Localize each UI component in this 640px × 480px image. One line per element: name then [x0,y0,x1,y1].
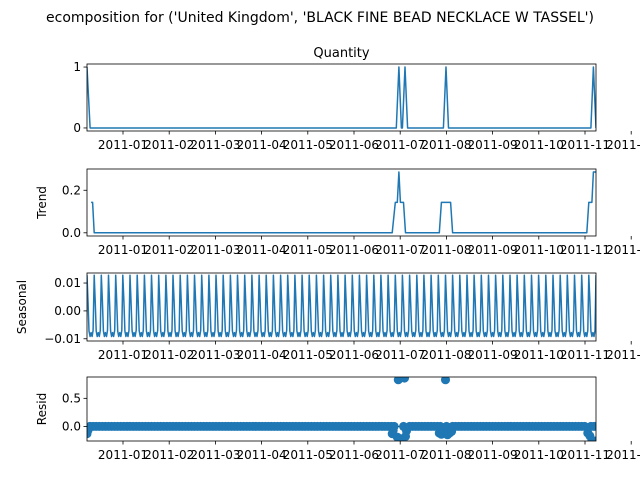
x-tick-label: 2011-09 [468,348,518,362]
x-tick-label: 2011-06 [329,138,379,152]
x-tick-label: 2011-01 [98,243,148,257]
resid-point [590,436,596,441]
x-tick-label: 2011-01 [98,138,148,152]
resid-point [435,421,445,431]
x-tick-label: 2011-11 [560,348,610,362]
plot-area [87,66,596,129]
plot-area [91,171,596,234]
x-tick-label: 2011-06 [329,243,379,257]
x-tick-label: 2011-06 [329,448,379,462]
x-tick-label: 2011-07 [375,348,425,362]
x-tick-label: 2011-04 [237,448,287,462]
y-tick-label: 0.0 [62,226,81,240]
x-tick-label: 2011-09 [468,448,518,462]
x-tick-label: 2011-01 [98,448,148,462]
x-tick-label: 2011-07 [375,448,425,462]
axes-frame [86,376,597,442]
x-tick-label: 2011-12 [606,138,640,152]
x-tick-label: 2011-04 [237,243,287,257]
y-tick-label: 0 [73,121,81,135]
x-tick-label: 2011-12 [606,348,640,362]
axes-frame [86,168,597,237]
x-tick-label: 2011-03 [190,138,240,152]
x-tick-label: 2011-08 [421,138,471,152]
resid-point [388,425,398,435]
x-tick-label: 2011-07 [375,243,425,257]
x-tick-label: 2011-02 [144,243,194,257]
resid-point [580,421,590,431]
y-tick-label: 0.2 [62,183,81,197]
x-tick-label: 2011-05 [283,243,333,257]
y-tick-label: 0.0 [62,419,81,433]
x-tick-label: 2011-10 [514,243,564,257]
x-tick-label: 2011-03 [190,348,240,362]
x-tick-label: 2011-07 [375,138,425,152]
x-tick-label: 2011-03 [190,243,240,257]
x-tick-label: 2011-08 [421,448,471,462]
y-tick-label: 0.5 [62,391,81,405]
seasonal-line [87,274,596,338]
resid-point [589,421,596,431]
x-tick-label: 2011-09 [468,138,518,152]
y-axis-label: Seasonal [15,280,29,334]
figure-suptitle: ecomposition for ('United Kingdom', 'BLA… [46,10,594,26]
y-axis-label: Resid [35,393,49,425]
plot-area [87,274,596,338]
x-tick-label: 2011-05 [283,448,333,462]
x-tick-label: 2011-02 [144,348,194,362]
x-tick-label: 2011-11 [560,448,610,462]
plot-area [87,377,596,441]
resid-point [441,377,450,385]
axes-frame [86,272,597,342]
x-tick-label: 2011-04 [237,348,287,362]
x-tick-label: 2011-01 [98,348,148,362]
x-tick-label: 2011-05 [283,348,333,362]
x-tick-label: 2011-10 [514,138,564,152]
panel-3: 0.010.00−0.012011-012011-022011-032011-0… [15,272,640,362]
panel-1: 012011-012011-022011-032011-042011-05201… [73,46,640,152]
x-tick-label: 2011-04 [237,138,287,152]
x-tick-label: 2011-12 [606,448,640,462]
y-tick-label: −0.01 [44,332,81,346]
x-tick-label: 2011-08 [421,348,471,362]
x-tick-label: 2011-03 [190,448,240,462]
resid-point [447,427,457,436]
y-tick-label: 0.01 [54,276,81,290]
x-tick-label: 2011-05 [283,138,333,152]
y-tick-label: 0.00 [54,304,81,318]
x-tick-label: 2011-11 [560,243,610,257]
resid-point [401,432,410,441]
panel-4: 0.50.02011-012011-022011-032011-042011-0… [35,376,640,462]
axes-frame [86,63,597,132]
x-tick-label: 2011-02 [144,448,194,462]
x-tick-label: 2011-09 [468,243,518,257]
resid-point [87,425,93,435]
x-tick-label: 2011-02 [144,138,194,152]
panel-title: Quantity [313,46,369,61]
x-tick-label: 2011-08 [421,243,471,257]
panel-2: 0.00.22011-012011-022011-032011-042011-0… [35,168,640,257]
series-line-1 [91,171,596,234]
panels: 012011-012011-022011-032011-042011-05201… [15,46,640,462]
resid-point [400,377,409,383]
x-tick-label: 2011-10 [514,348,564,362]
x-tick-label: 2011-12 [606,243,640,257]
y-axis-label: Trend [35,186,49,220]
series-line-1 [87,66,596,129]
x-tick-label: 2011-11 [560,138,610,152]
y-tick-label: 1 [73,60,81,74]
x-tick-label: 2011-10 [514,448,564,462]
x-tick-label: 2011-06 [329,348,379,362]
